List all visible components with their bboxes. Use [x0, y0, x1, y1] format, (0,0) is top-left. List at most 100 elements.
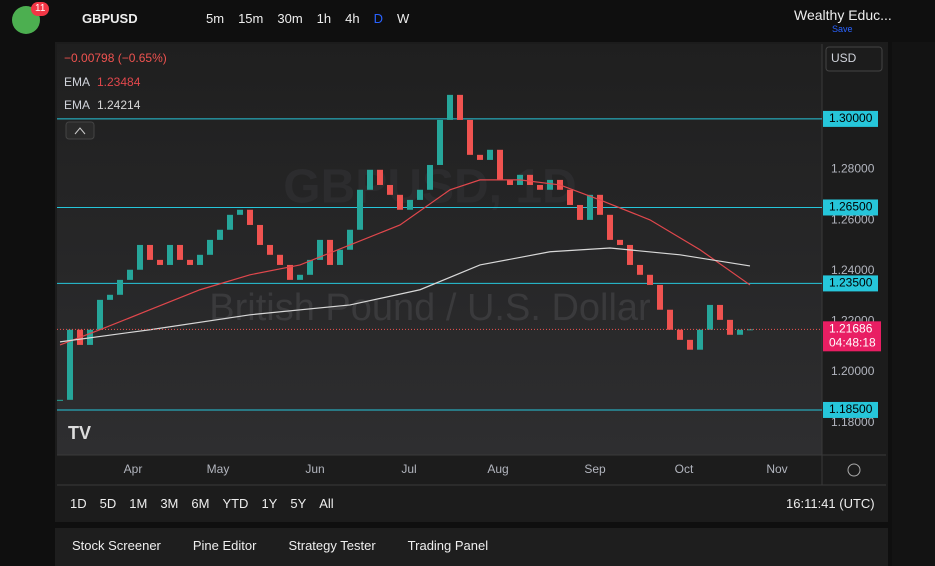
x-tick-label: Jul [401, 462, 416, 476]
candle [527, 175, 533, 185]
candle [507, 180, 513, 185]
range[interactable]: All [319, 496, 333, 511]
candle [57, 400, 63, 401]
x-tick-label: Jun [305, 462, 324, 476]
level-label: 1.30000 [829, 111, 873, 125]
timeframe[interactable]: 5m [206, 11, 224, 26]
countdown: 04:48:18 [829, 335, 876, 349]
timeframe[interactable]: 4h [345, 11, 359, 26]
candle [427, 165, 433, 190]
candle [487, 150, 493, 160]
legend-name: EMA [64, 75, 90, 89]
range[interactable]: 5D [100, 496, 117, 511]
badge: 11 [31, 2, 49, 16]
tab[interactable]: Trading Panel [408, 538, 488, 553]
watermark: British Pound / U.S. Dollar [209, 287, 651, 329]
candle [717, 305, 723, 320]
candle [447, 95, 453, 120]
change-label: −0.00798 (−0.65%) [64, 51, 167, 65]
candle [407, 200, 413, 210]
candle [167, 245, 173, 265]
level-label: 1.18500 [829, 402, 873, 416]
ranges: 1D 5D 1M 3M 6M YTD 1Y 5Y All [70, 496, 347, 512]
symbol[interactable]: GBPUSD [82, 11, 138, 27]
legend-value: 1.24214 [97, 98, 141, 112]
candle [217, 230, 223, 240]
candle [187, 260, 193, 265]
range[interactable]: 1M [129, 496, 147, 511]
range[interactable]: 5Y [290, 496, 306, 511]
range[interactable]: YTD [222, 496, 248, 511]
y-tick-label: 1.20000 [831, 364, 875, 378]
range[interactable]: 1D [70, 496, 87, 511]
range[interactable]: 1Y [261, 496, 277, 511]
collapse-button[interactable] [66, 122, 94, 139]
candle [597, 195, 603, 215]
range[interactable]: 6M [191, 496, 209, 511]
candle [577, 205, 583, 220]
currency: USD [831, 51, 857, 65]
range[interactable]: 3M [160, 496, 178, 511]
timeframe[interactable]: 30m [277, 11, 302, 26]
candle [617, 240, 623, 245]
candle [537, 185, 543, 190]
candle [337, 250, 343, 265]
candle [647, 275, 653, 285]
legend-name: EMA [64, 98, 90, 112]
candle [277, 255, 283, 265]
candle [477, 155, 483, 160]
candle [397, 195, 403, 210]
candle [207, 240, 213, 255]
candle [367, 170, 373, 190]
candle [127, 270, 133, 280]
timeframe[interactable]: 15m [238, 11, 263, 26]
level-label: 1.23500 [829, 276, 873, 290]
candle [657, 285, 663, 310]
candle [627, 245, 633, 265]
candle [117, 280, 123, 295]
candle [137, 245, 143, 270]
candle [637, 265, 643, 275]
candle [237, 210, 243, 215]
save-label[interactable]: Save [832, 21, 853, 37]
candle [97, 300, 103, 330]
tab[interactable]: Strategy Tester [288, 538, 375, 553]
legend-value: 1.23484 [97, 75, 141, 89]
candle [387, 185, 393, 195]
candle [107, 295, 113, 300]
candle [457, 95, 463, 120]
timeframe[interactable]: D [374, 11, 383, 26]
candle [687, 340, 693, 350]
candle [737, 330, 743, 335]
settings-icon[interactable] [848, 464, 860, 476]
candle [587, 195, 593, 220]
logo: TV [68, 423, 91, 443]
timeframe[interactable]: 1h [317, 11, 331, 26]
timeframes: 5m 15m 30m 1h 4h DW [206, 11, 423, 27]
price-label: 1.21686 [829, 321, 873, 335]
tab[interactable]: Pine Editor [193, 538, 257, 553]
x-tick-label: Nov [766, 462, 787, 476]
candle [707, 305, 713, 330]
candle [497, 150, 503, 180]
timeframe[interactable]: W [397, 11, 409, 26]
candle [347, 230, 353, 250]
candle [147, 245, 153, 260]
candle [157, 260, 163, 265]
tab[interactable]: Stock Screener [72, 538, 161, 553]
candle [727, 320, 733, 335]
candle [567, 190, 573, 205]
candle [177, 245, 183, 260]
candle [417, 190, 423, 200]
candle [697, 330, 703, 350]
candle [197, 255, 203, 265]
y-tick-label: 1.28000 [831, 162, 875, 176]
x-tick-label: Apr [124, 462, 143, 476]
candle [437, 120, 443, 165]
x-tick-label: Sep [584, 462, 606, 476]
candle [677, 330, 683, 340]
candle [607, 215, 613, 240]
candle [267, 245, 273, 255]
